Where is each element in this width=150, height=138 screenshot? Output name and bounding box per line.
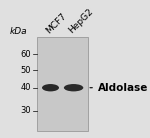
Text: 30: 30 (20, 106, 31, 115)
Text: 40: 40 (21, 83, 31, 92)
Text: MCF7: MCF7 (44, 11, 68, 35)
Bar (37, 37, 88, 131)
Ellipse shape (64, 84, 83, 91)
Text: 50: 50 (21, 66, 31, 75)
Text: HepG2: HepG2 (67, 7, 95, 35)
Text: 60: 60 (20, 50, 31, 59)
Text: kDa: kDa (9, 27, 27, 36)
Text: Aldolase: Aldolase (90, 83, 148, 93)
Ellipse shape (42, 84, 59, 91)
